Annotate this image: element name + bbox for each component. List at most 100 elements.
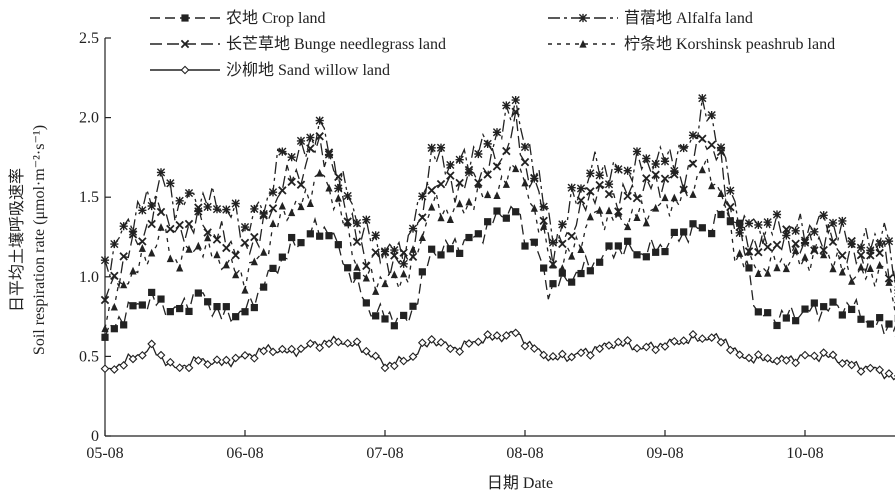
- series-marker-triangle: [344, 218, 352, 227]
- series-marker-square: [614, 242, 622, 250]
- series-marker-diamond: [324, 339, 334, 349]
- series-marker-diamond: [137, 350, 147, 360]
- series-marker-cross: [642, 174, 651, 183]
- y-tick-label: 0: [91, 428, 99, 445]
- series-marker-square: [568, 278, 576, 286]
- series-marker-cross: [315, 132, 324, 141]
- series-marker-diamond: [884, 369, 894, 378]
- series-marker-triangle: [278, 201, 286, 210]
- series-marker-cross: [866, 251, 875, 260]
- series-marker-cross: [586, 187, 595, 196]
- x-tick-label: 10-08: [786, 445, 823, 462]
- legend-item: 柠条地 Korshinsk peashrub land: [548, 35, 835, 53]
- series-marker-asterisk: [147, 201, 156, 211]
- series-marker-cross: [306, 144, 315, 153]
- series-marker-asterisk: [586, 169, 595, 178]
- series-marker-diamond: [277, 344, 287, 354]
- series-marker-triangle: [540, 222, 548, 230]
- series-marker-triangle: [325, 183, 333, 192]
- series-marker-cross: [180, 39, 190, 49]
- series-marker-diamond: [660, 342, 670, 351]
- y-tick-label: 0.5: [79, 348, 99, 365]
- y-axis-title-en: Soil respiration rate (μmol·m⁻²·s⁻¹): [31, 125, 48, 355]
- series-marker-square: [680, 228, 688, 236]
- series-marker-square: [437, 251, 445, 259]
- series-marker-diamond: [875, 365, 885, 375]
- series-marker-cross: [502, 146, 511, 156]
- series-marker-asterisk: [464, 168, 474, 177]
- series-marker-cross: [250, 232, 259, 242]
- series-marker-diamond: [800, 350, 810, 360]
- series-marker-asterisk: [128, 227, 138, 236]
- series-marker-asterisk: [278, 147, 287, 156]
- series-marker-square: [717, 210, 725, 219]
- series-marker-diamond: [399, 356, 409, 366]
- y-axis-title-cn: 日平均土壤呼吸速率: [7, 168, 26, 312]
- series-marker-asterisk: [166, 179, 175, 188]
- series-marker-asterisk: [352, 219, 362, 228]
- series-marker-square: [521, 242, 529, 250]
- series-marker-triangle: [148, 248, 156, 257]
- series-marker-diamond: [333, 337, 343, 347]
- series-marker-asterisk: [576, 184, 586, 193]
- series-marker-diamond: [688, 329, 698, 339]
- series-marker-cross: [492, 162, 502, 171]
- series-marker-square: [344, 264, 352, 272]
- series-marker-cross: [119, 252, 128, 261]
- series-marker-cross: [427, 186, 436, 195]
- series-marker-diamond: [417, 338, 427, 348]
- series-line: [104, 197, 895, 338]
- series-marker-diamond: [679, 336, 689, 346]
- series-marker-cross: [623, 191, 632, 201]
- series-marker-cross: [128, 230, 138, 239]
- series-marker-diamond: [427, 335, 437, 344]
- series-marker-triangle: [708, 181, 716, 190]
- series-marker-cross: [632, 193, 642, 203]
- series-marker-triangle: [372, 287, 380, 295]
- series-marker-asterisk: [240, 222, 250, 232]
- series-marker-cross: [856, 250, 866, 260]
- series-marker-diamond: [455, 347, 465, 356]
- legend-label: 长芒草地 Bunge needlegrass land: [226, 35, 446, 53]
- series-marker-asterisk: [100, 256, 110, 265]
- series-marker-asterisk: [296, 136, 306, 146]
- series-marker-square: [642, 253, 650, 261]
- series-marker-asterisk: [184, 188, 194, 198]
- series-marker-square: [801, 305, 809, 313]
- series-marker-diamond: [763, 353, 773, 363]
- series-marker-asterisk: [156, 168, 166, 177]
- series-marker-square: [558, 269, 566, 277]
- series-marker-square: [278, 253, 286, 261]
- series-marker-square: [484, 218, 492, 226]
- series-marker-cross: [138, 237, 147, 246]
- series-marker-square: [372, 312, 380, 320]
- series-marker-asterisk: [782, 231, 791, 240]
- series-marker-diamond: [287, 344, 297, 354]
- series-marker-cross: [511, 107, 520, 117]
- series-marker-asterisk: [231, 199, 240, 208]
- series-marker-triangle: [521, 178, 529, 187]
- series-marker-cross: [800, 236, 810, 245]
- x-tick-label: 08-08: [506, 445, 543, 462]
- series-marker-square: [633, 251, 641, 259]
- series-marker-triangle: [306, 199, 314, 207]
- series-marker-triangle: [624, 222, 632, 231]
- series-marker-diamond: [109, 365, 119, 374]
- series-marker-square: [764, 309, 772, 317]
- series-marker-diamond: [819, 348, 829, 358]
- series-marker-asterisk: [726, 186, 735, 195]
- series-marker-square: [316, 232, 324, 240]
- series-0: [101, 197, 895, 341]
- series-marker-diamond: [352, 337, 362, 347]
- series-marker-triangle: [848, 277, 856, 285]
- series-marker-triangle: [493, 191, 501, 200]
- series-marker-triangle: [101, 324, 109, 333]
- series-marker-cross: [436, 179, 446, 189]
- series-marker-asterisk: [194, 207, 203, 216]
- series-marker-triangle: [885, 278, 893, 286]
- series-marker-cross: [772, 240, 782, 250]
- series-marker-square: [381, 315, 389, 323]
- series-marker-diamond: [791, 358, 801, 368]
- series-marker-square: [101, 333, 109, 341]
